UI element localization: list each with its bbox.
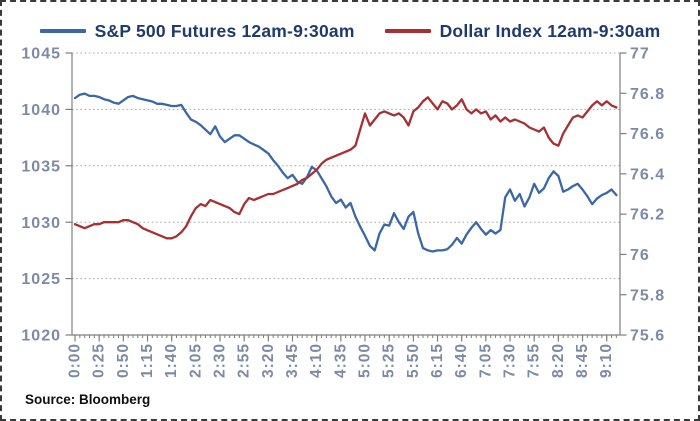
- svg-text:3:45: 3:45: [284, 343, 301, 378]
- svg-text:6:15: 6:15: [429, 343, 446, 378]
- svg-text:1:15: 1:15: [139, 343, 156, 378]
- svg-text:1:40: 1:40: [163, 343, 180, 378]
- sp500-line: [73, 92, 618, 253]
- svg-text:5:25: 5:25: [381, 343, 398, 378]
- svg-text:0:50: 0:50: [115, 343, 132, 378]
- svg-text:4:10: 4:10: [308, 343, 325, 378]
- svg-text:76.6: 76.6: [630, 126, 665, 143]
- svg-text:7:05: 7:05: [477, 343, 494, 378]
- svg-text:8:20: 8:20: [550, 343, 567, 378]
- dollar-index-line-swatch: [384, 29, 431, 33]
- svg-text:75.6: 75.6: [630, 328, 665, 345]
- svg-text:76: 76: [630, 247, 650, 264]
- legend: S&P 500 Futures 12am-9:30am Dollar Index…: [0, 19, 700, 43]
- svg-text:76.2: 76.2: [630, 207, 665, 224]
- svg-text:4:35: 4:35: [332, 343, 349, 378]
- legend-item-dollar-index: Dollar Index 12am-9:30am: [384, 20, 661, 42]
- svg-text:2:05: 2:05: [187, 343, 204, 378]
- svg-text:1035: 1035: [21, 158, 61, 175]
- svg-text:76.8: 76.8: [630, 86, 665, 103]
- source-note: Source: Bloomberg: [25, 392, 151, 407]
- svg-text:76.4: 76.4: [630, 166, 665, 183]
- svg-text:5:50: 5:50: [405, 343, 422, 378]
- svg-text:3:20: 3:20: [260, 343, 277, 378]
- dollar-index-line: [73, 96, 618, 240]
- svg-text:8:45: 8:45: [574, 343, 591, 378]
- svg-text:7:55: 7:55: [526, 343, 543, 378]
- svg-text:75.8: 75.8: [630, 287, 665, 304]
- svg-text:77: 77: [630, 46, 650, 63]
- svg-text:7:30: 7:30: [502, 343, 519, 378]
- svg-text:0:00: 0:00: [67, 343, 84, 378]
- dollar-index-legend-label: Dollar Index 12am-9:30am: [439, 20, 661, 41]
- svg-text:1025: 1025: [21, 271, 61, 288]
- svg-text:1045: 1045: [21, 46, 61, 63]
- svg-text:2:30: 2:30: [212, 343, 229, 378]
- svg-text:5:00: 5:00: [357, 343, 374, 378]
- svg-text:0:25: 0:25: [91, 343, 108, 378]
- svg-text:1030: 1030: [21, 215, 61, 232]
- sp500-legend-label: S&P 500 Futures 12am-9:30am: [94, 20, 355, 41]
- svg-text:1020: 1020: [21, 328, 61, 345]
- svg-text:1040: 1040: [21, 102, 61, 119]
- legend-item-sp500: S&P 500 Futures 12am-9:30am: [39, 20, 355, 42]
- svg-text:6:40: 6:40: [453, 343, 470, 378]
- svg-text:2:55: 2:55: [236, 343, 253, 378]
- svg-text:9:10: 9:10: [598, 343, 615, 378]
- sp500-line-swatch: [39, 29, 86, 33]
